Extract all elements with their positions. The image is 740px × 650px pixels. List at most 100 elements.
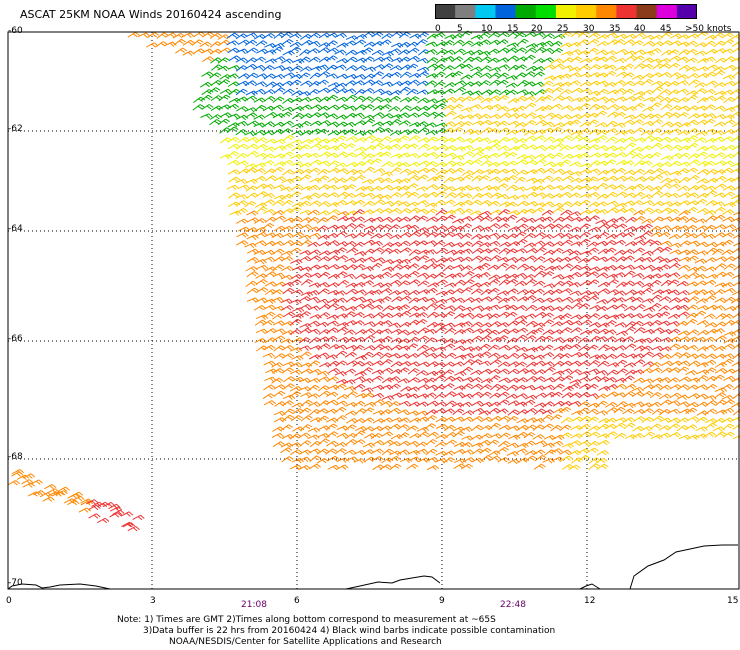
wind-barb	[435, 433, 448, 440]
wind-barb	[479, 256, 492, 263]
note-line: NOAA/NESDIS/Center for Satellite Applica…	[169, 637, 442, 647]
wind-barb	[318, 312, 331, 319]
wind-barb	[559, 159, 572, 166]
wind-barb	[202, 31, 215, 38]
wind-barb	[273, 390, 286, 397]
wind-barb	[416, 401, 429, 407]
wind-barb	[561, 280, 574, 287]
wind-barb	[569, 360, 582, 367]
wind-barb	[560, 360, 573, 367]
wind-barb	[697, 207, 710, 214]
wind-barb	[343, 273, 356, 280]
wind-barb	[372, 151, 385, 158]
wind-barb	[480, 425, 493, 431]
wind-barb	[289, 299, 302, 305]
wind-barb	[587, 191, 600, 198]
wind-barb	[182, 50, 195, 56]
wind-barb	[516, 89, 529, 95]
wind-barb	[598, 385, 611, 392]
wind-barb	[604, 336, 617, 342]
wind-barb	[192, 104, 205, 111]
wind-barb	[686, 401, 699, 408]
wind-barb	[407, 289, 420, 296]
wind-barb	[506, 337, 519, 344]
wind-barb	[722, 353, 735, 359]
wind-barb	[236, 240, 249, 246]
wind-barb	[334, 344, 348, 351]
wind-barb	[245, 266, 258, 272]
wind-barb	[532, 297, 545, 304]
wind-barb	[272, 96, 285, 103]
wind-barb	[112, 509, 125, 516]
wind-barb	[588, 226, 601, 233]
wind-barb	[462, 270, 475, 278]
wind-barb	[435, 184, 448, 191]
wind-barb	[308, 377, 321, 384]
wind-barb	[542, 401, 555, 408]
wind-barb	[264, 271, 277, 278]
wind-barb	[688, 360, 701, 367]
wind-barb	[479, 447, 492, 454]
wind-barb	[175, 47, 188, 54]
wind-barb	[345, 288, 358, 295]
wind-barb	[426, 225, 439, 231]
wind-barb	[668, 112, 681, 119]
wind-barb	[496, 120, 509, 127]
colorbar-label: 5	[457, 24, 463, 34]
wind-barb	[614, 232, 627, 238]
wind-barb	[227, 122, 240, 128]
wind-barb	[408, 135, 421, 142]
wind-barb	[487, 48, 500, 55]
wind-barb	[499, 241, 512, 248]
wind-barb	[415, 318, 428, 326]
wind-barb	[462, 279, 475, 286]
wind-barb	[532, 114, 545, 120]
wind-barb	[705, 168, 718, 176]
wind-barb	[281, 456, 294, 463]
wind-barb	[578, 128, 592, 134]
wind-barb	[309, 159, 323, 166]
wind-barb	[524, 47, 537, 54]
wind-barb	[453, 86, 466, 94]
wind-barb	[659, 182, 672, 190]
wind-barb	[624, 192, 637, 199]
wind-barb	[669, 72, 682, 79]
wind-barb	[345, 345, 359, 351]
wind-barb	[199, 41, 212, 48]
wind-barb	[632, 55, 645, 62]
wind-barb	[427, 111, 440, 118]
wind-barb	[433, 112, 446, 119]
wind-barb	[444, 327, 457, 335]
wind-barb	[523, 432, 536, 439]
wind-barb	[532, 424, 545, 431]
wind-barb	[388, 95, 401, 102]
wind-barb	[292, 168, 305, 175]
wind-barb	[328, 209, 341, 215]
wind-barb	[298, 456, 311, 463]
wind-barb	[307, 152, 320, 159]
wind-barb	[271, 432, 285, 439]
wind-barb	[472, 151, 485, 158]
wind-barb	[488, 95, 501, 101]
wind-barb	[327, 303, 340, 310]
wind-barb	[417, 384, 430, 390]
wind-barb	[219, 112, 232, 118]
wind-barb	[451, 103, 464, 111]
wind-barb	[371, 375, 384, 382]
wind-barb	[523, 384, 536, 391]
wind-barb	[650, 367, 663, 374]
wind-barb	[478, 343, 491, 350]
lat-label: -62	[8, 124, 23, 134]
wind-barb	[254, 338, 267, 344]
wind-barb	[147, 32, 160, 39]
wind-barb	[363, 134, 376, 141]
wind-barb	[624, 150, 637, 158]
wind-barb	[506, 184, 518, 191]
wind-barb	[390, 368, 403, 375]
wind-barb	[406, 63, 419, 71]
wind-barb	[478, 439, 492, 446]
wind-barb	[363, 256, 376, 262]
wind-barb	[426, 145, 440, 152]
wind-barb	[622, 255, 635, 262]
antarctic-coastline	[7, 544, 738, 590]
